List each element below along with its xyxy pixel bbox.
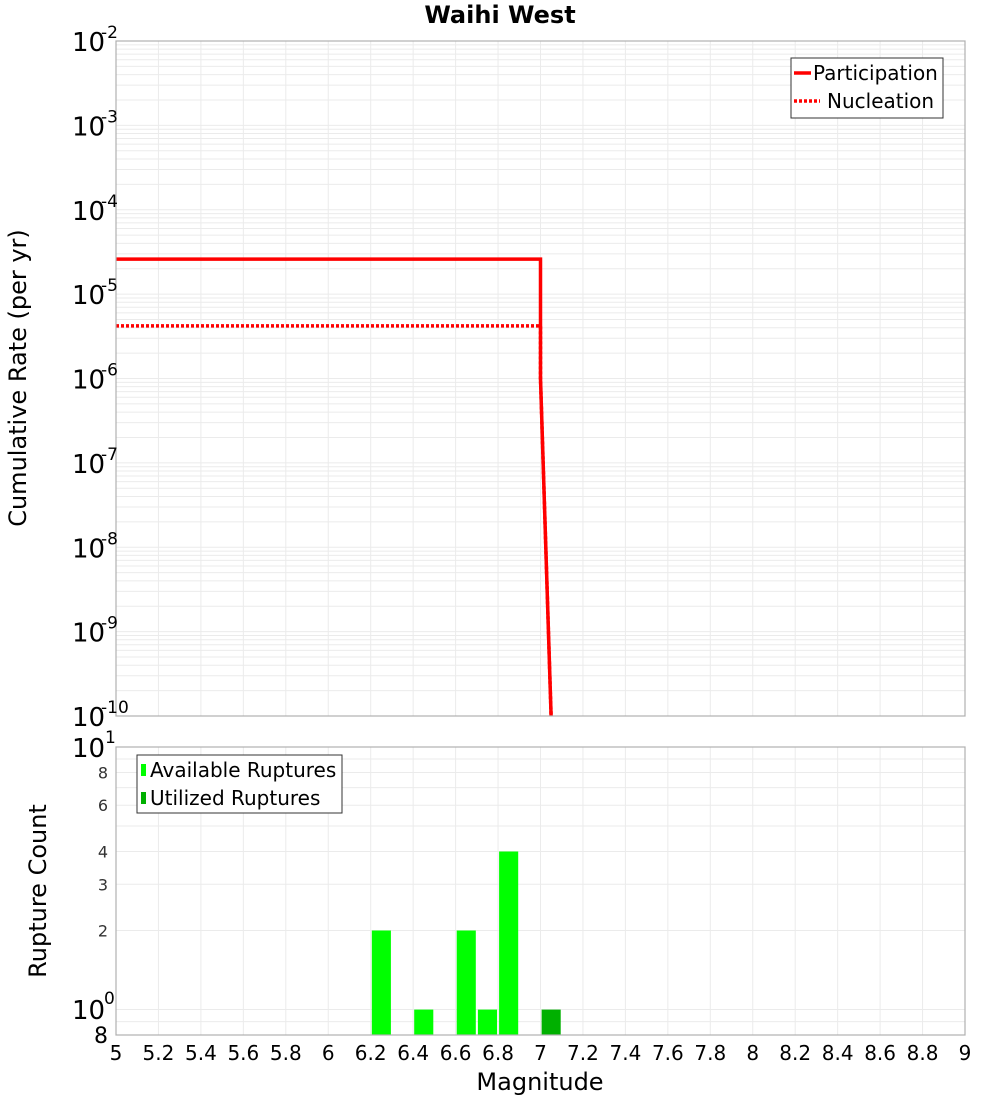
y-tick-exponent: -8 <box>101 529 118 549</box>
x-tick-label: 8.8 <box>907 1041 939 1065</box>
top-y-axis-ticks: 10-210-310-410-510-610-710-810-910-10 <box>72 23 129 733</box>
y-tick-label: 4 <box>98 842 108 861</box>
x-tick-label: 6.6 <box>440 1041 472 1065</box>
y-tick-label: 10 <box>72 197 105 227</box>
y-tick-exponent: -5 <box>101 276 118 296</box>
bottom-legend: Available Ruptures Utilized Ruptures <box>136 754 343 814</box>
bar-available-ruptures <box>456 930 476 1035</box>
y-tick-exponent: -4 <box>101 192 118 212</box>
chart-title: Waihi West <box>424 1 575 29</box>
x-tick-label: 6.4 <box>397 1041 429 1065</box>
top-plot: 10-210-310-410-510-610-710-810-910-10 Pa… <box>4 23 966 733</box>
legend-box <box>790 57 944 119</box>
legend-participation-label: Participation <box>813 61 938 85</box>
x-tick-label: 5.2 <box>143 1041 175 1065</box>
y-tick-exponent: -6 <box>101 361 118 381</box>
bar-available-ruptures <box>371 930 391 1035</box>
y-tick-label: 10 <box>72 996 105 1026</box>
x-tick-label: 8 <box>746 1041 759 1065</box>
y-tick-exponent: -2 <box>101 23 118 43</box>
x-tick-label: 7.8 <box>694 1041 726 1065</box>
y-tick-label: 6 <box>98 796 108 815</box>
bar-available-ruptures <box>414 1009 434 1035</box>
x-tick-label: 8.2 <box>779 1041 811 1065</box>
y-tick-label: 10 <box>72 619 105 649</box>
y-tick-label: 8 <box>98 763 108 782</box>
legend-box <box>136 754 343 814</box>
x-tick-label: 6.8 <box>482 1041 514 1065</box>
available-legend-swatch <box>141 764 146 776</box>
y-tick-exponent: 0 <box>104 989 115 1009</box>
bar-available-ruptures <box>499 851 519 1035</box>
bar-available-ruptures <box>477 1009 497 1035</box>
bottom-plot-frame <box>115 746 966 1036</box>
y-tick-exponent: -7 <box>101 445 118 465</box>
nucleation-line <box>116 324 553 717</box>
top-legend: Participation Nucleation <box>790 57 944 119</box>
y-tick-label: 10 <box>72 281 105 311</box>
top-y-axis-title: Cumulative Rate (per yr) <box>4 229 32 527</box>
x-tick-label: 5 <box>110 1041 123 1065</box>
utilized-legend-swatch <box>141 792 146 804</box>
y-tick-label: 2 <box>98 922 108 941</box>
y-tick-label: 10 <box>72 112 105 142</box>
x-axis-title: Magnitude <box>476 1068 603 1096</box>
y-tick-exponent: 1 <box>105 728 116 748</box>
legend-available-label: Available Ruptures <box>150 758 336 782</box>
y-tick-exponent: -3 <box>101 107 118 127</box>
x-axis-ticks: 5 5.2 5.4 5.6 5.8 6 6.2 6.4 6.6 6.8 7 7.2 7.4 7.6 7.8 8… <box>110 1041 972 1065</box>
x-tick-label: 6.2 <box>355 1041 387 1065</box>
y-tick-label: 10 <box>72 366 105 396</box>
legend-utilized-label: Utilized Ruptures <box>150 786 320 810</box>
y-tick-exponent: -9 <box>101 614 118 634</box>
y-tick-label: 3 <box>98 875 108 894</box>
x-tick-label: 8.4 <box>822 1041 854 1065</box>
top-plot-frame <box>115 40 966 717</box>
x-tick-label: 7 <box>534 1041 547 1065</box>
x-tick-label: 9 <box>959 1041 972 1065</box>
x-tick-label: 5.6 <box>227 1041 259 1065</box>
legend-nucleation-label: Nucleation <box>827 89 934 113</box>
y-tick-label: 10 <box>72 534 105 564</box>
y-tick-label: 10 <box>72 28 105 58</box>
bottom-bars <box>371 851 561 1035</box>
x-tick-label: 8.6 <box>864 1041 896 1065</box>
x-tick-label: 7.4 <box>609 1041 641 1065</box>
x-tick-label: 6 <box>322 1041 335 1065</box>
x-tick-label: 7.2 <box>567 1041 599 1065</box>
bar-utilized-ruptures <box>541 1009 561 1035</box>
x-tick-label: 5.4 <box>185 1041 217 1065</box>
y-tick-label: 8 <box>94 1024 108 1049</box>
bottom-y-axis-title: Rupture Count <box>24 804 52 978</box>
top-series <box>116 257 553 717</box>
x-tick-label: 7.6 <box>652 1041 684 1065</box>
y-tick-label: 10 <box>72 703 105 733</box>
y-tick-exponent: -10 <box>101 698 129 718</box>
y-tick-label: 10 <box>72 450 105 480</box>
y-tick-label: 10 <box>72 734 105 764</box>
x-tick-label: 5.8 <box>270 1041 302 1065</box>
